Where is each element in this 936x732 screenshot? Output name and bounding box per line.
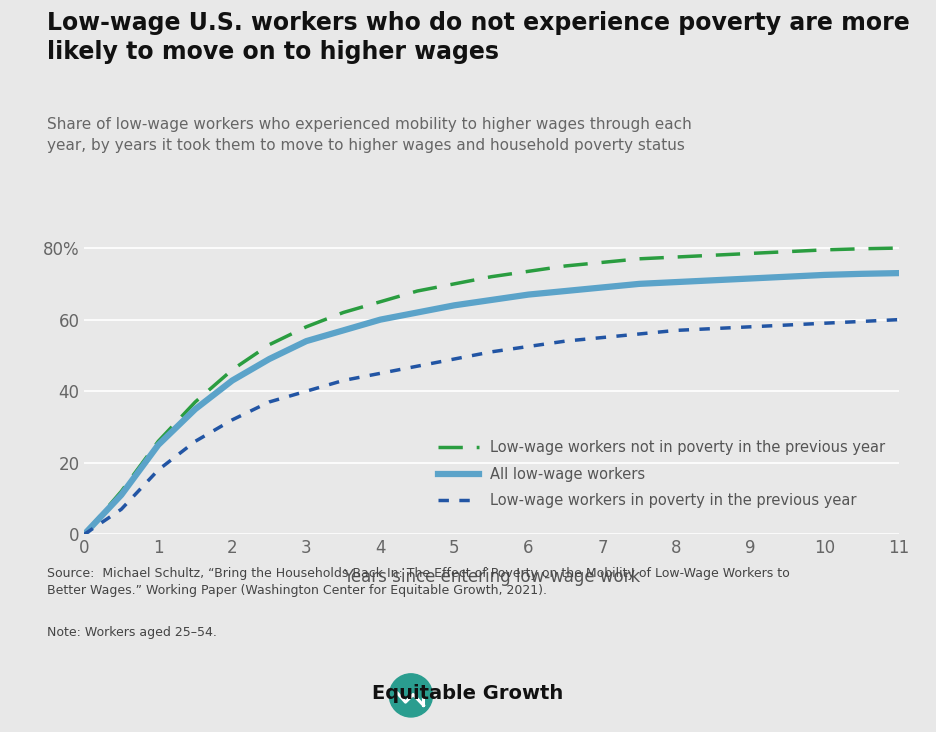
Legend: Low-wage workers not in poverty in the previous year, All low-wage workers, Low-: Low-wage workers not in poverty in the p… [432,434,891,514]
Text: Low-wage U.S. workers who do not experience poverty are more
likely to move on t: Low-wage U.S. workers who do not experie… [47,11,910,64]
Text: Share of low-wage workers who experienced mobility to higher wages through each
: Share of low-wage workers who experience… [47,117,692,152]
Circle shape [389,674,432,717]
Text: Equitable Growth: Equitable Growth [373,684,563,703]
Text: Source:  Michael Schultz, “Bring the Households Back In: The Effect of Poverty o: Source: Michael Schultz, “Bring the Hous… [47,567,790,597]
Text: Note: Workers aged 25–54.: Note: Workers aged 25–54. [47,626,216,639]
X-axis label: Years since entering low-wage work: Years since entering low-wage work [343,568,640,586]
